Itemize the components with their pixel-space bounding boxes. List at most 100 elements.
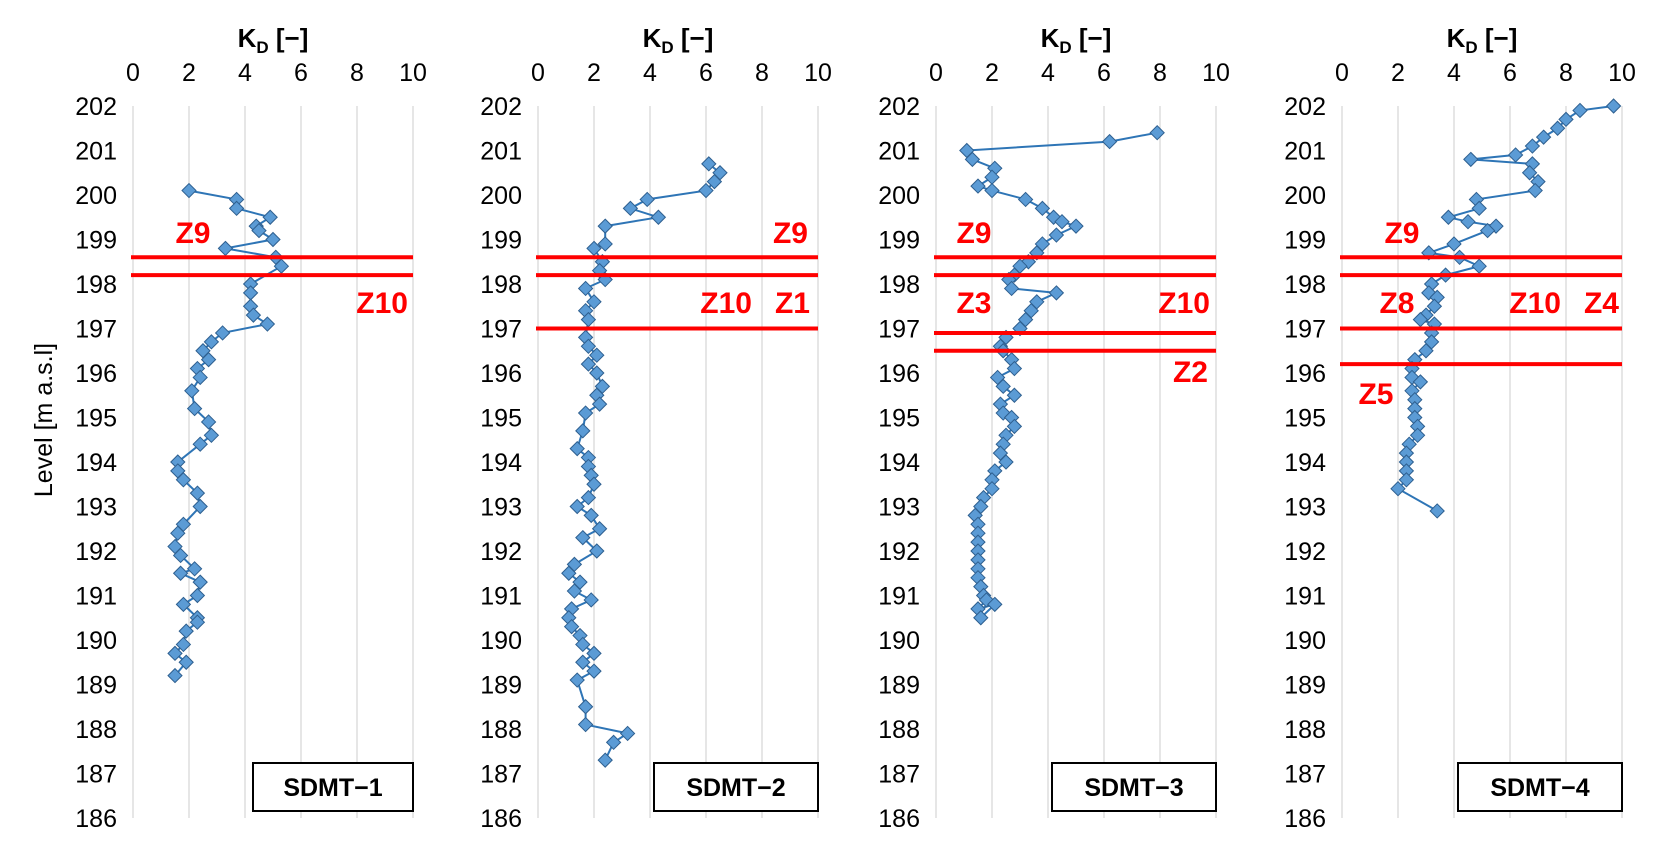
x-tick-label: 0 xyxy=(929,59,943,87)
series-line xyxy=(173,189,283,677)
data-point xyxy=(203,427,220,444)
data-point xyxy=(1409,427,1426,444)
data-point xyxy=(1507,147,1524,163)
x-tick-label: 2 xyxy=(587,59,601,87)
y-tick-label: 198 xyxy=(878,271,920,299)
zone-label: Z10 xyxy=(356,287,408,320)
data-point xyxy=(242,285,259,301)
data-point xyxy=(995,378,1011,395)
data-point xyxy=(200,351,217,368)
y-tick-label: 201 xyxy=(878,138,920,166)
data-point xyxy=(575,636,591,653)
zone-label: Z10 xyxy=(1509,287,1561,320)
y-tick-label: 194 xyxy=(878,449,920,477)
y-tick-label: 191 xyxy=(1284,583,1326,611)
y-tick-label: 190 xyxy=(878,627,920,655)
data-point xyxy=(605,734,622,751)
x-tick-label: 4 xyxy=(1041,59,1055,87)
y-tick-label: 192 xyxy=(1284,538,1326,566)
x-tick-label: 8 xyxy=(755,59,769,87)
data-point xyxy=(189,614,206,630)
data-point xyxy=(589,347,605,363)
data-point xyxy=(698,182,714,199)
y-tick-label: 186 xyxy=(480,805,522,833)
data-point xyxy=(577,405,594,421)
data-point xyxy=(1524,138,1541,154)
y-tick-label: 188 xyxy=(75,716,117,744)
data-point xyxy=(1446,236,1462,252)
data-point xyxy=(265,231,281,248)
zone-label: Z10 xyxy=(700,287,752,320)
data-point xyxy=(650,209,667,225)
chart-panel-3: 0 2 4 6 8 10 186 187 188 189 190 191 192 193 194 195 196… xyxy=(878,23,1230,833)
y-tick-label: 196 xyxy=(480,360,522,388)
data-point xyxy=(1460,213,1476,230)
y-tick-label: 188 xyxy=(480,716,522,744)
y-tick-label: 189 xyxy=(878,672,920,700)
zone-label: Z8 xyxy=(1379,287,1414,320)
data-point xyxy=(1006,387,1023,403)
data-point xyxy=(228,200,245,217)
x-tick-label: 8 xyxy=(1559,59,1573,87)
data-point xyxy=(1471,200,1487,217)
data-point xyxy=(561,565,577,581)
x-axis-title: KD [−] xyxy=(1447,23,1518,57)
data-point xyxy=(172,565,189,581)
x-tick-label: 4 xyxy=(238,59,252,87)
x-tick-label: 8 xyxy=(350,59,364,87)
data-point xyxy=(1429,503,1445,519)
data-point xyxy=(175,636,192,653)
y-tick-label: 191 xyxy=(480,583,522,611)
y-tick-label: 187 xyxy=(1284,761,1326,789)
data-point xyxy=(1006,360,1023,377)
x-tick-label: 0 xyxy=(126,59,140,87)
y-tick-label: 202 xyxy=(878,93,920,121)
y-tick-label: 200 xyxy=(75,182,117,210)
x-tick-label: 10 xyxy=(399,59,427,87)
data-point xyxy=(586,663,602,679)
data-point xyxy=(1068,218,1084,234)
x-tick-label: 2 xyxy=(1391,59,1405,87)
y-tick-label: 191 xyxy=(878,583,920,611)
data-point xyxy=(597,218,613,234)
data-point xyxy=(577,280,594,297)
data-point xyxy=(1605,98,1622,114)
data-point xyxy=(984,182,1000,199)
y-tick-label: 187 xyxy=(878,761,920,789)
x-tick-label: 8 xyxy=(1153,59,1167,87)
y-tick-label: 194 xyxy=(1284,449,1326,477)
data-point xyxy=(597,752,613,768)
x-tick-label: 10 xyxy=(1608,59,1636,87)
y-tick-label: 190 xyxy=(1284,627,1326,655)
zone-label: Z9 xyxy=(175,217,210,250)
data-point xyxy=(586,645,602,662)
y-tick-label: 199 xyxy=(75,227,117,255)
panel-label-box xyxy=(1051,762,1217,812)
data-point xyxy=(214,325,231,341)
panel-label-box xyxy=(653,762,819,812)
panel-label: SDMT−4 xyxy=(1490,774,1589,802)
data-point xyxy=(192,574,208,590)
data-point xyxy=(217,240,234,257)
y-tick-label: 189 xyxy=(75,672,117,700)
y-tick-label: 193 xyxy=(1284,494,1326,522)
data-point xyxy=(569,498,585,515)
data-point xyxy=(192,498,208,515)
data-point xyxy=(589,543,605,559)
data-point xyxy=(622,200,639,217)
data-point xyxy=(1398,472,1415,488)
y-tick-label: 195 xyxy=(1284,405,1326,433)
x-tick-label: 6 xyxy=(1097,59,1111,87)
data-point xyxy=(580,338,597,355)
y-tick-label: 192 xyxy=(75,538,117,566)
y-tick-label: 202 xyxy=(1284,93,1326,121)
data-point xyxy=(580,489,597,506)
data-point xyxy=(1521,165,1538,181)
data-point xyxy=(1149,124,1165,141)
y-tick-label: 192 xyxy=(878,538,920,566)
x-tick-label: 2 xyxy=(985,59,999,87)
data-point xyxy=(577,699,594,715)
zone-label: Z9 xyxy=(773,217,808,250)
y-tick-label: 193 xyxy=(75,494,117,522)
y-tick-label: 186 xyxy=(878,805,920,833)
